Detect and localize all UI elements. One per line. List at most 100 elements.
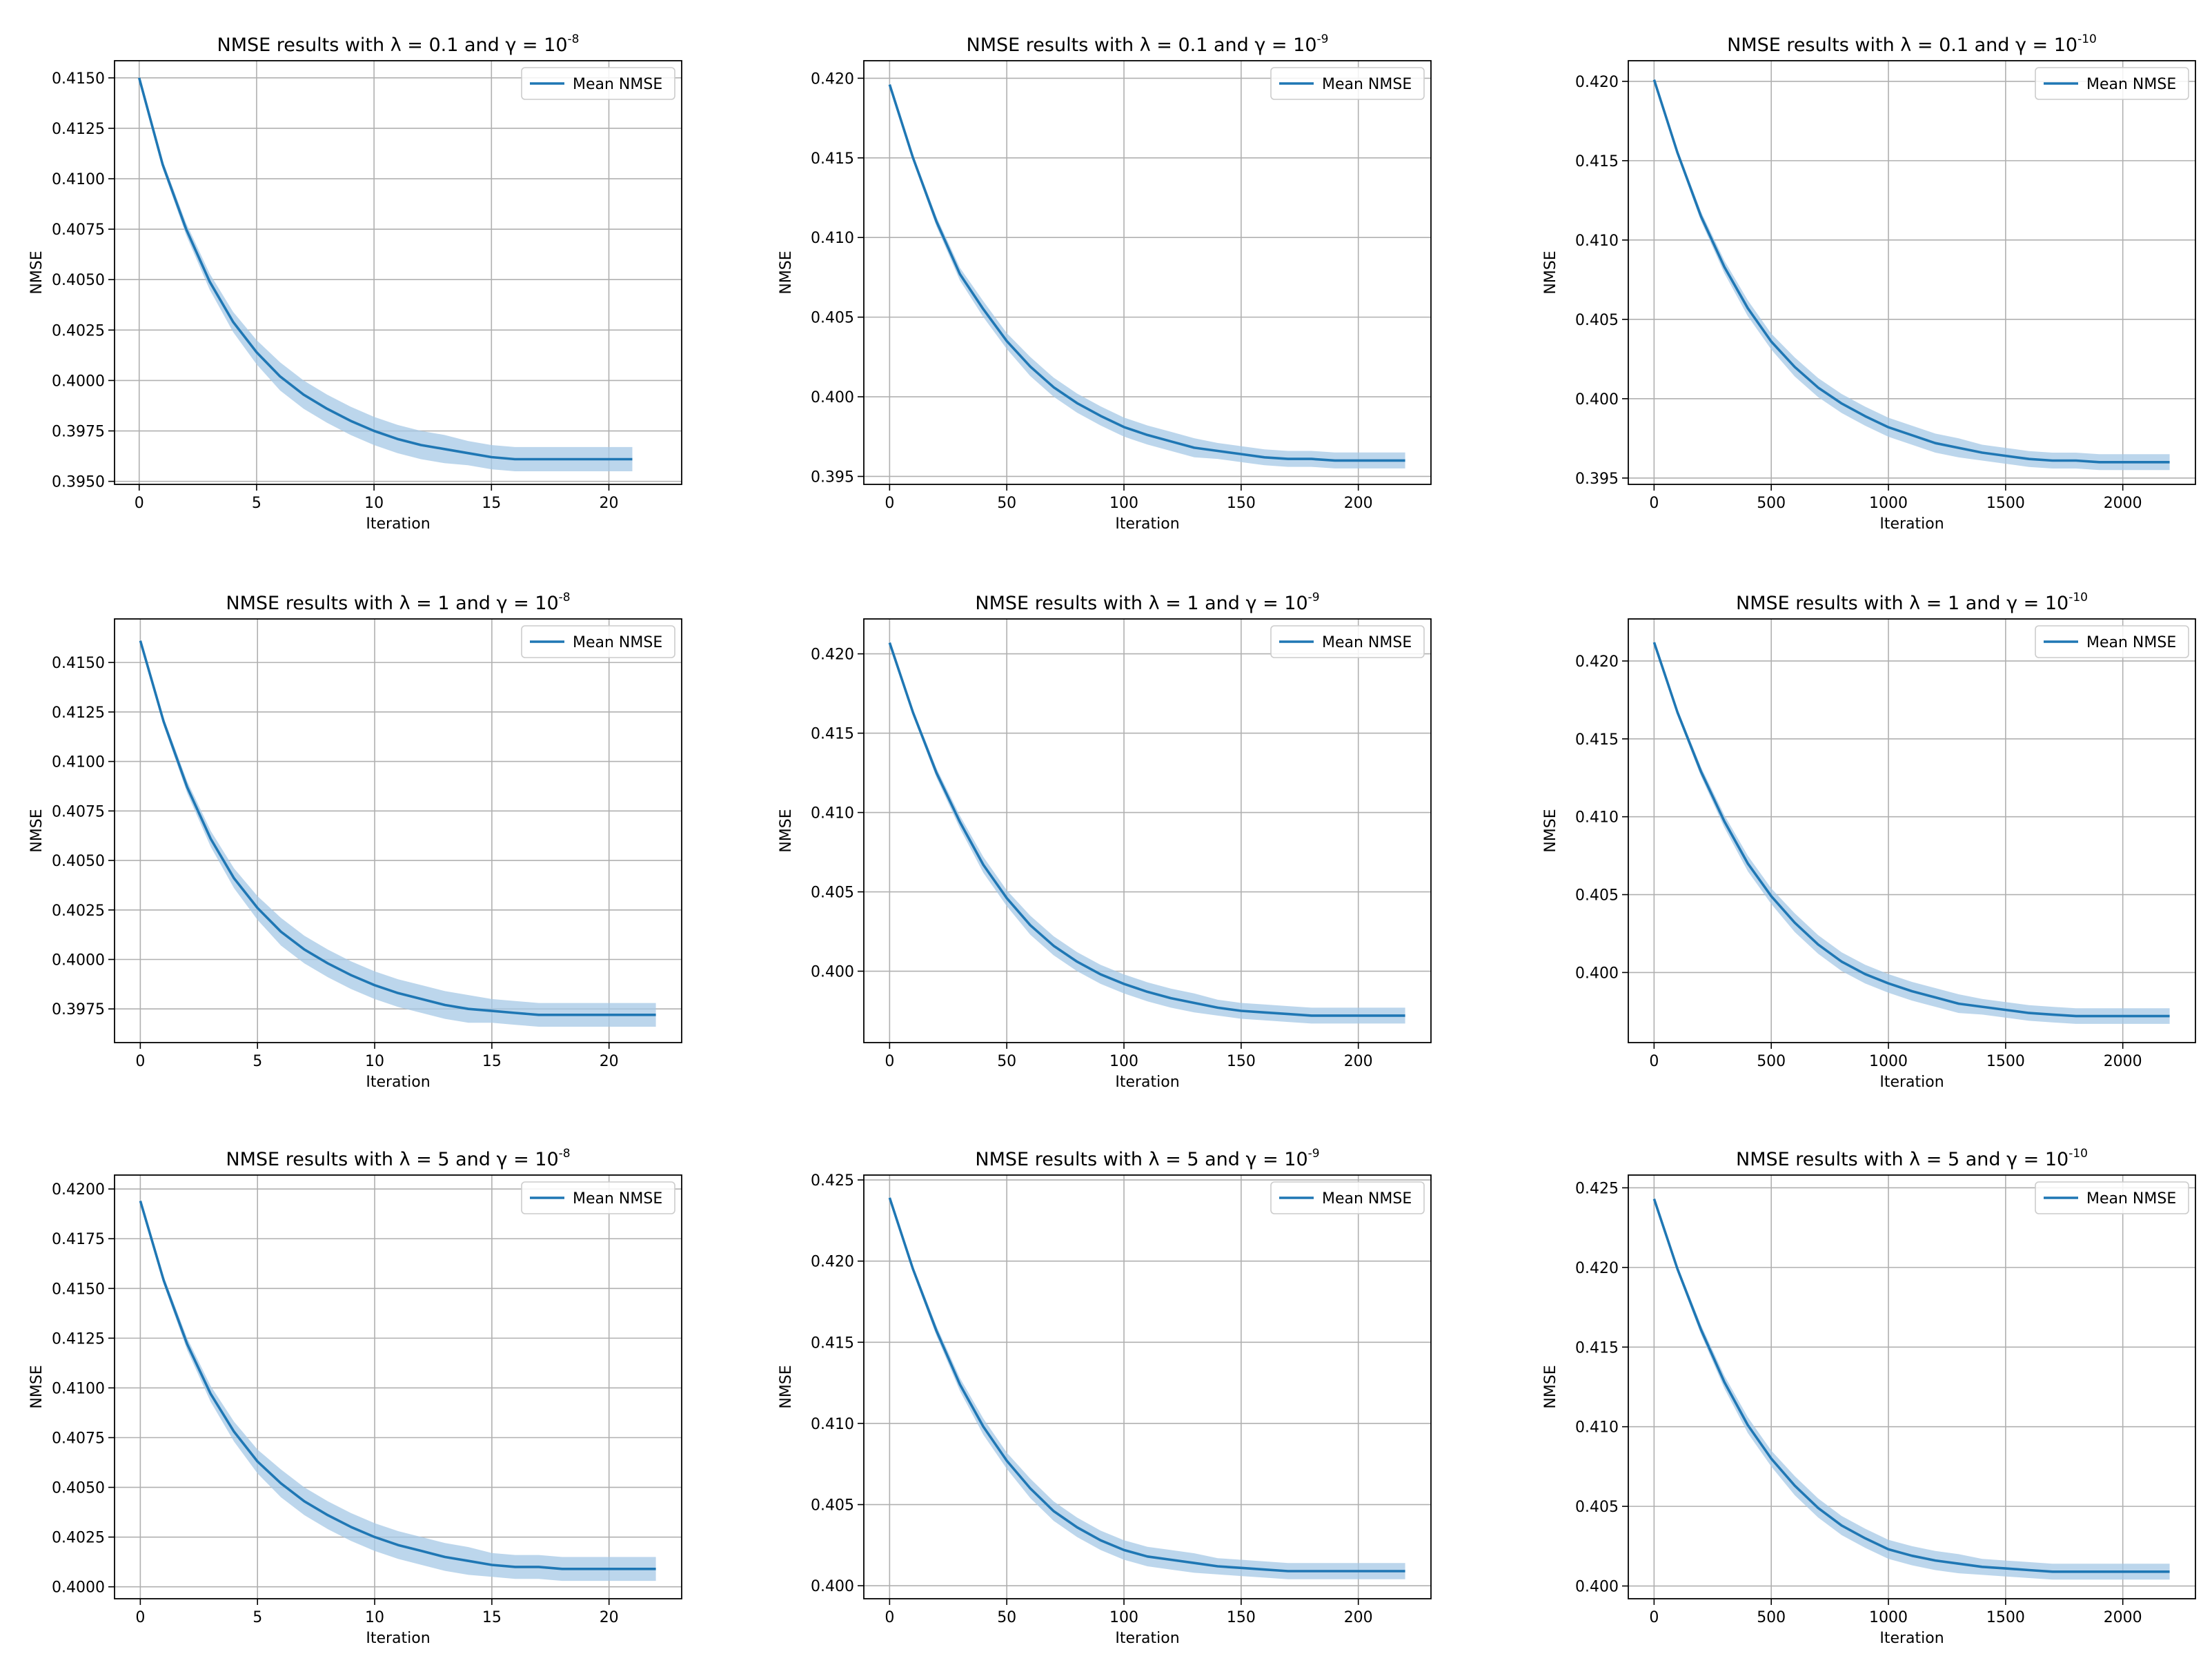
x-axis-label: Iteration	[366, 515, 430, 533]
axes-frame	[1628, 1174, 2196, 1599]
y-tick-label: 0.4100	[52, 754, 105, 771]
y-tick-label: 0.4175	[52, 1231, 105, 1248]
y-tick-label: 0.400	[1575, 391, 1619, 408]
x-tick-label: 10	[365, 1609, 384, 1626]
y-tick-label: 0.425	[811, 1172, 854, 1190]
y-tick-label: 0.4125	[52, 704, 105, 722]
y-tick-label: 0.420	[811, 70, 854, 88]
subplot-8: 0 50 100 150 200 0.400 0.405 0.410 0.415 0.420 0.4…	[778, 1147, 1432, 1647]
axes-frame	[863, 60, 1432, 485]
x-tick-label: 20	[600, 1053, 619, 1070]
subplot-5: 0 50 100 150 200 0.400 0.405 0.410 0.415 0.420 NMS…	[778, 591, 1432, 1091]
y-tick-label: 0.405	[811, 310, 854, 327]
y-tick-label: 0.415	[811, 150, 854, 168]
y-tick-label: 0.4075	[52, 803, 105, 820]
y-tick-label: 0.4025	[52, 1530, 105, 1547]
legend-label: Mean NMSE	[1322, 634, 1412, 651]
y-axis-label: NMSE	[1542, 1365, 1559, 1408]
legend-label: Mean NMSE	[2086, 634, 2176, 651]
legend-label: Mean NMSE	[573, 634, 662, 651]
y-tick-label: 0.3950	[52, 474, 105, 491]
x-tick-label: 1000	[1869, 1609, 1908, 1626]
x-axis-label: Iteration	[1115, 515, 1179, 533]
chart-title: NMSE results with λ = 0.1 and γ = 10-10	[1727, 32, 2097, 56]
y-tick-label: 0.405	[1575, 312, 1619, 329]
chart-title-exponent: -10	[2068, 591, 2088, 604]
y-tick-label: 0.405	[811, 1497, 854, 1515]
std-band	[889, 1196, 1405, 1579]
x-tick-label: 1500	[1986, 495, 2025, 512]
chart-title: NMSE results with λ = 5 and γ = 10-10	[1736, 1147, 2088, 1170]
y-tick-label: 0.405	[1575, 887, 1619, 905]
y-tick-label: 0.395	[1575, 471, 1619, 488]
x-tick-label: 500	[1757, 1053, 1786, 1070]
x-tick-label: 0	[135, 1609, 145, 1626]
std-band	[140, 638, 656, 1027]
chart-title-exponent: -9	[1308, 1147, 1320, 1161]
y-tick-label: 0.4000	[52, 1579, 105, 1597]
y-tick-label: 0.4150	[52, 1281, 105, 1298]
y-tick-label: 0.410	[1575, 1419, 1619, 1437]
chart-title-exponent: -9	[1308, 591, 1320, 604]
chart-title-main: NMSE results with λ = 1 and γ = 10	[226, 593, 558, 614]
x-tick-label: 20	[600, 1609, 619, 1626]
legend-box	[1270, 1181, 1425, 1214]
x-tick-label: 20	[599, 495, 618, 512]
chart-title-main: NMSE results with λ = 5 and γ = 10	[975, 1149, 1307, 1170]
chart-title: NMSE results with λ = 0.1 and γ = 10-8	[217, 32, 580, 56]
y-tick-label: 0.400	[811, 964, 854, 981]
axes-frame	[114, 618, 682, 1043]
x-tick-label: 100	[1109, 1053, 1138, 1070]
x-tick-label: 1500	[1986, 1053, 2025, 1070]
chart-title-main: NMSE results with λ = 0.1 and γ = 10	[217, 34, 568, 56]
mean-nmse-line	[139, 640, 656, 1016]
y-tick-label: 0.410	[811, 805, 854, 822]
legend-box	[1270, 67, 1425, 100]
std-band	[889, 83, 1405, 469]
y-tick-label: 0.410	[1575, 233, 1619, 250]
legend-box	[2035, 625, 2189, 658]
x-tick-label: 10	[364, 495, 384, 512]
y-axis-label: NMSE	[28, 1365, 46, 1408]
mean-nmse-line	[139, 1200, 656, 1570]
chart-title-main: NMSE results with λ = 0.1 and γ = 10	[1727, 34, 2077, 56]
y-tick-label: 0.425	[1575, 1180, 1619, 1197]
x-tick-label: 2000	[2104, 1609, 2142, 1626]
legend-box	[521, 1181, 675, 1214]
y-tick-label: 0.4150	[52, 70, 105, 88]
y-tick-label: 0.410	[1575, 809, 1619, 827]
x-tick-label: 0	[885, 1609, 894, 1626]
y-tick-label: 0.420	[1575, 1260, 1619, 1277]
chart-title: NMSE results with λ = 0.1 and γ = 10-9	[967, 32, 1329, 56]
x-tick-label: 0	[885, 495, 894, 512]
x-tick-label: 500	[1757, 1609, 1786, 1626]
legend-label: Mean NMSE	[2086, 76, 2176, 93]
std-band	[1654, 78, 2170, 471]
y-tick-label: 0.4200	[52, 1181, 105, 1199]
x-tick-label: 0	[135, 1053, 145, 1070]
axes-frame	[114, 60, 682, 485]
x-axis-label: Iteration	[1879, 1074, 1944, 1091]
subplot-3: 0 500 1000 1500 2000 0.395 0.400 0.405 0.410 0.41…	[1542, 32, 2196, 533]
axes-frame	[114, 1174, 682, 1599]
y-tick-label: 0.420	[811, 647, 854, 664]
x-tick-label: 2000	[2104, 495, 2142, 512]
y-axis-label: NMSE	[778, 1365, 795, 1408]
chart-title: NMSE results with λ = 5 and γ = 10-9	[975, 1147, 1319, 1170]
mean-nmse-line	[888, 642, 1405, 1017]
y-tick-label: 0.4025	[52, 903, 105, 920]
y-tick-label: 0.400	[811, 389, 854, 406]
x-tick-label: 15	[482, 495, 501, 512]
legend-box	[1270, 625, 1425, 658]
x-tick-label: 5	[253, 1053, 262, 1070]
x-axis-label: Iteration	[1879, 1630, 1944, 1647]
y-tick-label: 0.405	[811, 885, 854, 902]
y-tick-label: 0.420	[811, 1254, 854, 1271]
x-tick-label: 200	[1344, 495, 1373, 512]
x-axis-label: Iteration	[1115, 1630, 1179, 1647]
legend-label: Mean NMSE	[1322, 1190, 1412, 1208]
y-tick-label: 0.410	[811, 230, 854, 247]
x-tick-label: 0	[885, 1053, 894, 1070]
x-tick-label: 2000	[2104, 1053, 2142, 1070]
x-tick-label: 5	[252, 495, 261, 512]
